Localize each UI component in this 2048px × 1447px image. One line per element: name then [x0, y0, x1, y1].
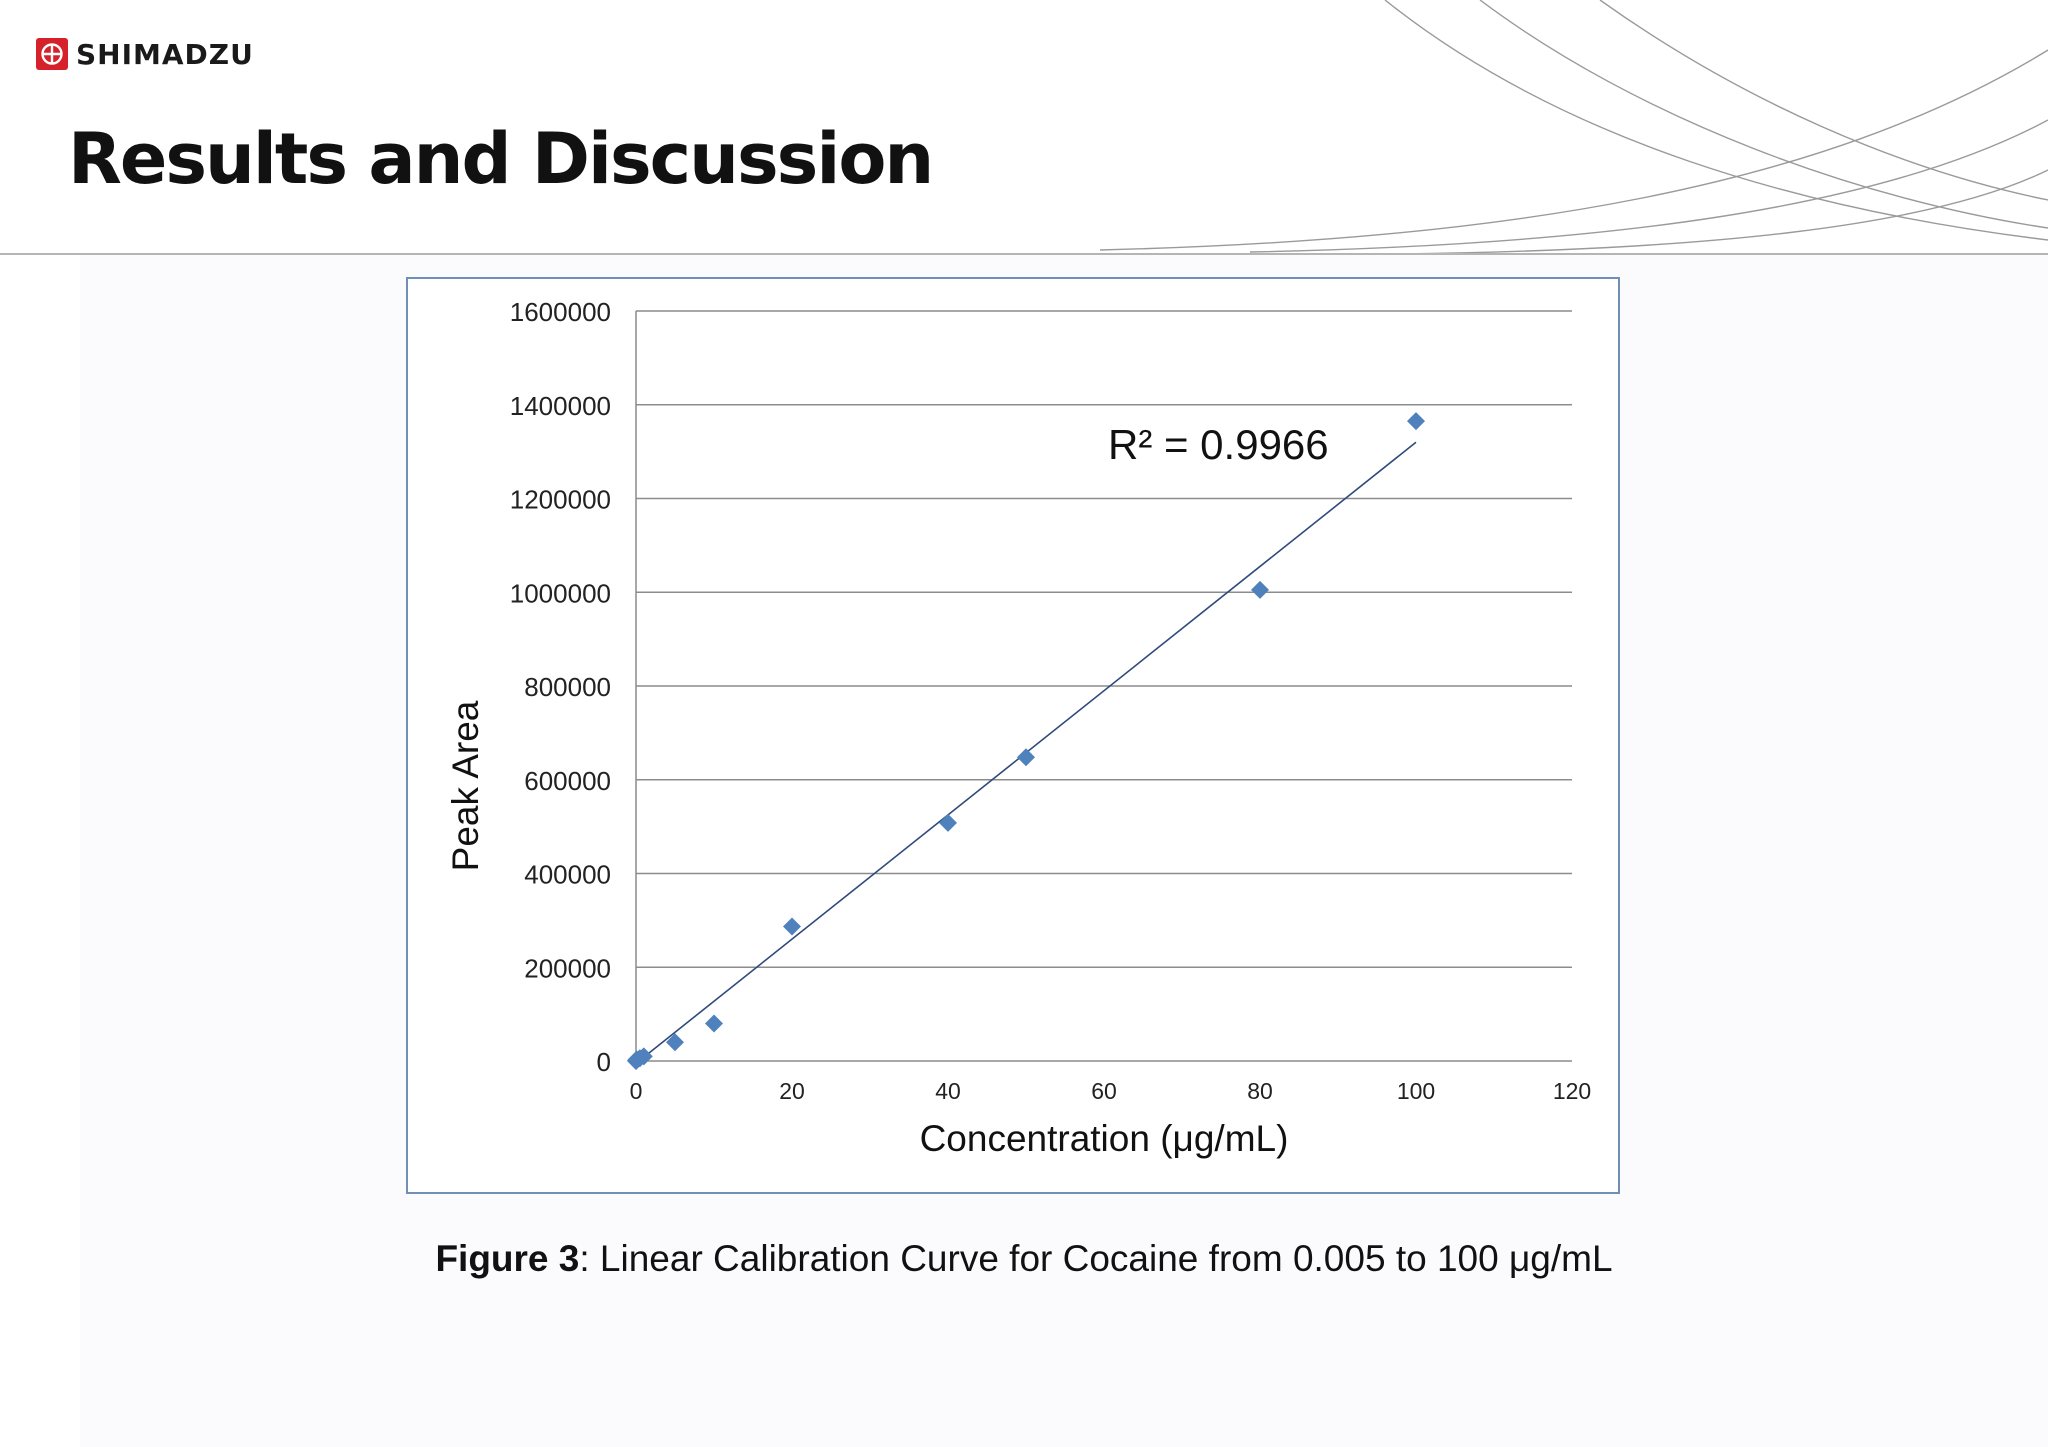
- x-tick-label: 0: [630, 1078, 643, 1104]
- brand-logo: SHIMADZU: [36, 37, 254, 71]
- y-tick-label: 1400000: [510, 391, 611, 421]
- caption-text: : Linear Calibration Curve for Cocaine f…: [579, 1238, 1613, 1279]
- x-tick-label: 120: [1553, 1078, 1591, 1104]
- data-point: [1407, 412, 1425, 431]
- y-tick-label: 600000: [524, 766, 611, 796]
- y-tick-label: 800000: [524, 672, 611, 702]
- caption-label: Figure 3: [435, 1238, 580, 1279]
- chart-frame: 0 200000 400000 600000 800000 1000000 1200000 1…: [406, 277, 1620, 1194]
- y-tick-label: 1200000: [510, 485, 611, 515]
- y-tick-label: 400000: [524, 860, 611, 890]
- x-tick-label: 60: [1091, 1078, 1117, 1104]
- data-point: [634, 1047, 653, 1066]
- x-tick-label: 100: [1397, 1078, 1435, 1104]
- y-axis-title: Peak Area: [445, 700, 486, 871]
- data-point: [1251, 580, 1269, 599]
- x-axis-title: Concentration (μg/mL): [920, 1118, 1289, 1159]
- r-squared-annotation: R² = 0.9966: [1108, 421, 1329, 468]
- y-tick-label: 1600000: [510, 297, 611, 327]
- x-tick-label: 40: [935, 1078, 961, 1104]
- y-tick-label: 0: [597, 1047, 611, 1077]
- data-point: [939, 813, 957, 832]
- data-point: [666, 1033, 684, 1052]
- decorative-arcs: [0, 0, 2048, 255]
- figure-caption: Figure 3: Linear Calibration Curve for C…: [0, 1238, 2048, 1280]
- data-point: [1017, 748, 1035, 767]
- y-tick-label: 200000: [524, 953, 611, 983]
- x-tick-label: 80: [1247, 1078, 1273, 1104]
- x-tick-label: 20: [779, 1078, 805, 1104]
- page-title: Results and Discussion: [68, 118, 934, 200]
- data-point: [783, 917, 801, 936]
- logo-text: SHIMADZU: [76, 37, 254, 71]
- data-point: [705, 1014, 723, 1033]
- calibration-chart: 0 200000 400000 600000 800000 1000000 1200000 1…: [445, 297, 1591, 1159]
- y-tick-label: 1000000: [510, 578, 611, 608]
- shimadzu-logo-icon: [36, 38, 68, 70]
